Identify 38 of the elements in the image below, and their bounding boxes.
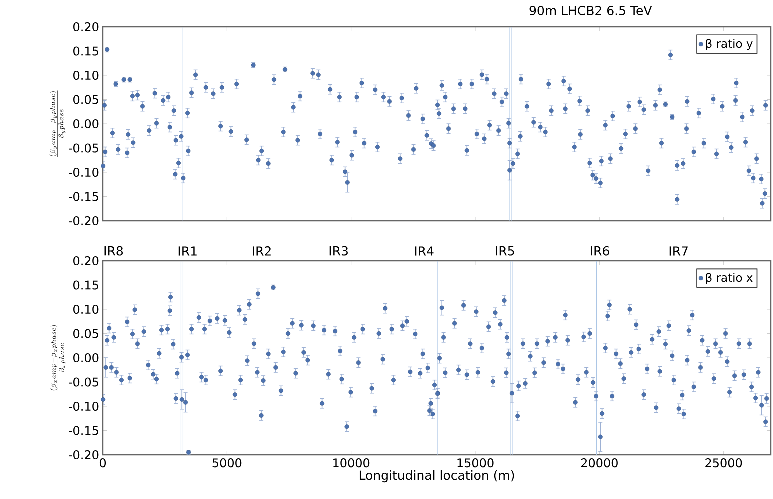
y-tick-label: -0.15 xyxy=(69,192,98,202)
x-tick-label: 0 xyxy=(100,458,106,468)
x-tick-label: 10000 xyxy=(334,458,370,468)
text: IR8 xyxy=(104,246,124,256)
chart-title: 90m LHCB2 6.5 TeV xyxy=(530,6,652,16)
y-axis-title: $\frac{(\beta_x amp-\beta_x phase)}{\beta_x phase}$ xyxy=(50,324,66,392)
text: IR7 xyxy=(670,246,688,256)
y-tick-label: -0.20 xyxy=(69,450,99,460)
y-tick-label: 0.05 xyxy=(74,95,98,104)
x-axis-title: Longitudinal location (m) xyxy=(360,470,514,483)
x-tick-label: 15000 xyxy=(458,458,494,468)
text: IR4 xyxy=(415,246,434,256)
x-tick-label: 20000 xyxy=(581,458,618,468)
y-tick-label: -0.05 xyxy=(69,378,98,387)
y-tick-label: 0.20 xyxy=(74,256,99,266)
y-tick-label: -0.15 xyxy=(69,426,98,436)
text: IR6 xyxy=(591,246,610,256)
legend-label: β ratio y xyxy=(706,39,753,50)
text: IR3 xyxy=(330,246,348,256)
y-tick-label: 0.15 xyxy=(74,46,98,56)
y-tick-label: -0.20 xyxy=(69,216,99,226)
x-tick-label: 25000 xyxy=(706,458,742,468)
text: IR5 xyxy=(496,246,514,256)
text: IR2 xyxy=(253,246,271,256)
y-tick-label: -0.10 xyxy=(69,168,99,178)
x-tick-label: 5000 xyxy=(212,458,242,468)
y-tick-label: 0.05 xyxy=(74,329,98,338)
y-tick-label: 0.20 xyxy=(74,22,99,32)
y-tick-label: 0.10 xyxy=(74,70,99,80)
y-tick-label: -0.10 xyxy=(69,402,99,412)
legend-label: β ratio x xyxy=(706,273,753,284)
text: IR1 xyxy=(178,246,197,256)
y-tick-label: 0.00 xyxy=(74,353,99,363)
y-tick-label: -0.05 xyxy=(69,144,98,153)
y-axis-title: $\frac{(\beta_y amp-\beta_y phase)}{\beta_y phase}$ xyxy=(50,90,66,158)
y-tick-label: 0.10 xyxy=(74,304,99,314)
y-tick-label: 0.15 xyxy=(74,280,98,290)
y-tick-label: 0.00 xyxy=(74,119,99,129)
